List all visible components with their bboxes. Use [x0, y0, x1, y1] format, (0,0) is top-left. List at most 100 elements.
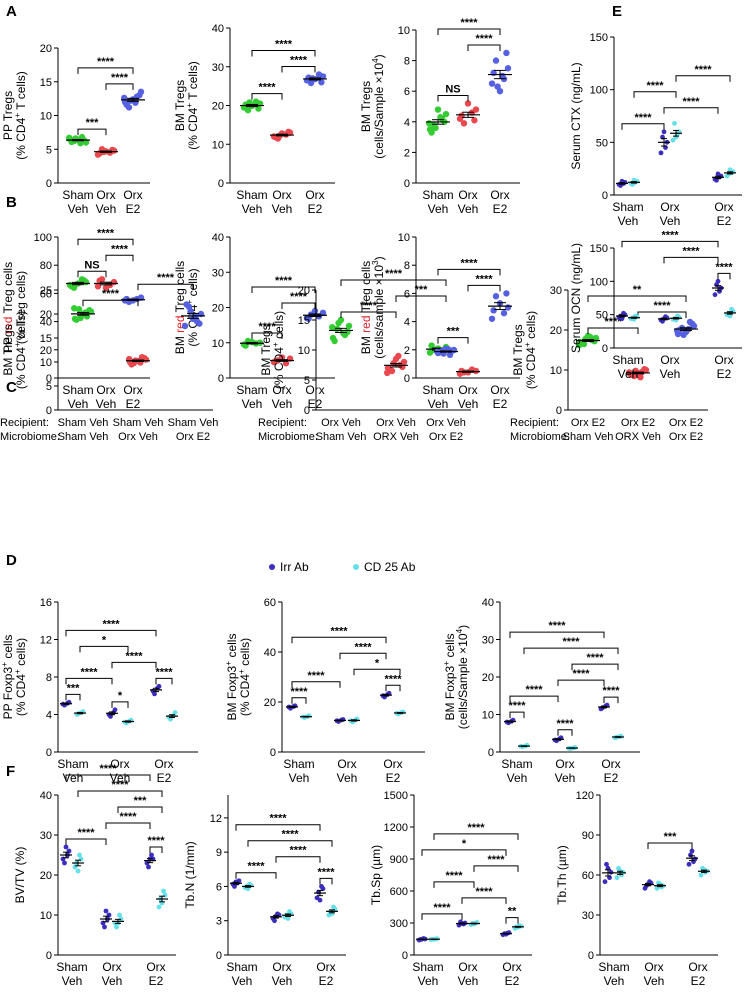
data-point: [149, 852, 154, 858]
significance-bracket: [587, 295, 687, 302]
y-tick-label: 50: [596, 310, 608, 322]
significance-bracket: [281, 302, 316, 310]
significance-bracket: [155, 677, 173, 685]
significance-label: ****: [275, 39, 293, 51]
significance-label: ****: [661, 229, 679, 241]
x-tick-label: Orx: [96, 383, 115, 397]
data-point: [500, 309, 508, 317]
y-tick-label: 15: [40, 77, 52, 89]
data-point: [331, 337, 338, 345]
y-tick-label: 40: [264, 647, 276, 659]
microbiome-label: Orx E2: [669, 431, 703, 443]
data-point: [492, 57, 500, 64]
significance-label: ****: [119, 811, 137, 823]
significance-label: ****: [460, 17, 478, 29]
data-point: [311, 307, 319, 315]
significance-bracket: [467, 44, 501, 51]
data-point: [654, 885, 660, 891]
x-tick-label: Veh: [242, 202, 263, 216]
data-point: [127, 97, 134, 104]
y-tick-label: 8: [404, 260, 410, 272]
significance-label: ****: [317, 866, 335, 878]
y-axis-label: BM Tregs: [173, 80, 187, 131]
x-tick-label: Orx: [272, 188, 291, 202]
significance-label: ****: [330, 625, 348, 637]
data-point: [126, 355, 133, 363]
significance-label: ****: [290, 55, 308, 67]
x-tick-label: Sham: [598, 960, 629, 974]
data-point: [305, 315, 312, 322]
x-tick-label: E2: [126, 397, 141, 411]
significance-bracket: [65, 693, 81, 701]
x-tick-label: Veh: [232, 974, 253, 988]
significance-bracket: [77, 270, 107, 278]
y-tick-label: 0: [46, 178, 52, 190]
data-point: [492, 293, 500, 300]
y-tick-label: 8: [404, 56, 410, 68]
data-point: [77, 852, 82, 858]
significance-bracket: [105, 83, 134, 90]
x-tick-label: Veh: [62, 974, 83, 988]
x-tick-label: Orx: [272, 960, 291, 974]
data-point: [602, 879, 608, 885]
microbiome-label: Orx Veh: [118, 431, 158, 443]
data-point: [156, 904, 162, 910]
chart-d1: 0 4 8 12 16 PP Foxp3+ cells(% CD4+ cells) Sham…: [0, 597, 198, 785]
data-point: [287, 909, 292, 914]
significance-label: ****: [125, 650, 143, 662]
y-tick-label: 0: [402, 950, 408, 962]
significance-bracket: [557, 729, 573, 736]
x-tick-label: Sham: [612, 200, 643, 214]
data-point: [494, 83, 501, 90]
x-tick-label: E2: [493, 397, 508, 411]
y-axis-label: (% CD4+ cells): [522, 311, 538, 389]
data-point: [661, 129, 667, 135]
significance-label: ****: [653, 300, 671, 312]
recipient-label: Orx Veh: [426, 417, 466, 429]
x-tick-label: Sham: [236, 188, 267, 202]
significance-label: *: [462, 838, 467, 850]
significance-bracket: [111, 661, 157, 669]
y-tick-label: 0: [270, 747, 276, 759]
significance-label: ****: [269, 813, 287, 825]
recipient-row-title: Recipient:: [0, 417, 49, 429]
y-tick-label: 20: [264, 697, 276, 709]
x-tick-label: Veh: [68, 397, 89, 411]
y-tick-label: 0: [46, 373, 52, 385]
y-tick-label: 20: [212, 101, 224, 113]
significance-label: *: [375, 657, 380, 669]
data-point: [329, 324, 336, 331]
y-tick-label: 60: [264, 597, 276, 609]
significance-label: ****: [275, 275, 293, 287]
x-tick-label: Sham: [612, 353, 643, 367]
x-tick-label: E2: [308, 202, 323, 216]
significance-label: ****: [556, 718, 574, 730]
x-tick-label: Orx: [110, 757, 129, 771]
significance-label: ****: [634, 112, 652, 124]
data-point: [66, 134, 73, 141]
y-tick-label: 6: [404, 86, 410, 98]
significance-label: **: [508, 906, 517, 918]
significance-label: ****: [77, 827, 95, 839]
significance-label: ****: [147, 835, 165, 847]
data-point: [183, 301, 190, 308]
x-tick-label: Veh: [458, 397, 479, 411]
data-point: [504, 65, 512, 72]
data-point: [428, 342, 435, 349]
y-axis-label: (% CD4+ cells): [12, 311, 28, 389]
chart-d3: 0 10 20 30 40 BM Foxp3+ cells(cells/Sample ×1…: [441, 597, 640, 785]
significance-label: ****: [354, 641, 372, 653]
y-tick-label: 9: [216, 847, 222, 859]
y-axis-label: (% CD4+ T cells): [184, 61, 200, 150]
y-tick-label: 0: [488, 747, 494, 759]
significance-label: NS: [84, 259, 99, 271]
x-tick-label: Veh: [96, 202, 117, 216]
significance-bracket: [77, 238, 134, 246]
significance-bracket: [509, 695, 559, 703]
significance-bracket: [117, 806, 163, 813]
significance-bracket: [437, 268, 501, 276]
y-tick-label: 10: [550, 365, 562, 377]
